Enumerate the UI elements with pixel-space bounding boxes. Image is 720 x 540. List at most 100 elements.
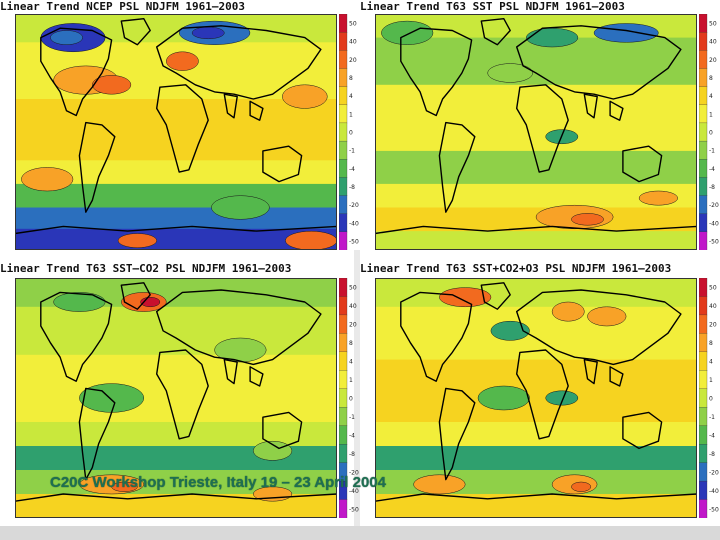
colorbar-tick-label: -40 [709, 488, 719, 495]
field-band [375, 306, 697, 361]
colorbar-tick-label: -40 [349, 488, 359, 495]
coastline [622, 411, 663, 450]
colorbar-swatch [699, 68, 708, 88]
coastline [375, 225, 697, 250]
coastline [15, 493, 337, 518]
coastline [438, 121, 476, 213]
colorbar-swatch [699, 86, 708, 106]
colorbar-tick-label: 40 [349, 303, 357, 310]
colorbar-swatch [699, 104, 708, 124]
colorbar-tick-label: -50 [709, 238, 719, 245]
colorbar-tick-label: 50 [349, 21, 357, 28]
colorbar-swatch [699, 370, 708, 390]
coastline [120, 18, 151, 46]
colorbar-tick-label: -8 [709, 451, 715, 458]
colorbar-swatch [339, 86, 348, 106]
colorbar: 50 40 20 8 4 1 0 -1 -4 -8 -20 -40 -50 [699, 14, 719, 250]
pressure-contour [551, 301, 585, 322]
colorbar-tick-label: 40 [349, 39, 357, 46]
colorbar-swatch [699, 425, 708, 445]
colorbar: 50 40 20 8 4 1 0 -1 -4 -8 -20 -40 -50 [699, 278, 719, 518]
colorbar-swatch [339, 32, 348, 51]
colorbar-swatch [699, 296, 708, 316]
coastline [516, 25, 682, 100]
colorbar-tick-label: 0 [349, 396, 353, 403]
panel-o3: Linear Trend T63 SST+CO2+O3 PSL NDJFM 19… [360, 262, 720, 526]
world-map [375, 278, 697, 518]
coastline [40, 291, 113, 382]
pressure-contour [545, 390, 579, 406]
colorbar-swatch [699, 177, 708, 197]
colorbar-swatch [699, 499, 708, 518]
field-band [375, 150, 697, 185]
world-map [15, 14, 337, 250]
colorbar-swatch [339, 231, 348, 250]
colorbar-swatch [339, 68, 348, 88]
colorbar-tick-label: 4 [709, 93, 713, 100]
colorbar-swatch [699, 213, 708, 233]
colorbar-swatch [339, 122, 348, 142]
pressure-contour [79, 383, 145, 413]
colorbar-swatch [699, 32, 708, 51]
colorbar-swatch [699, 388, 708, 408]
colorbar-swatch [699, 278, 708, 297]
pressure-contour [166, 51, 199, 71]
pressure-contour [477, 385, 530, 411]
map-frame [375, 278, 697, 518]
colorbar-tick-label: -1 [349, 414, 355, 421]
bottom-strip [0, 526, 720, 540]
pressure-contour [214, 337, 267, 363]
colorbar-tick-label: -40 [709, 220, 719, 227]
pressure-contour [439, 287, 492, 308]
coastline [15, 225, 337, 250]
colorbar-swatch [339, 50, 348, 69]
coastline [223, 358, 238, 385]
colorbar-tick-label: 1 [349, 111, 353, 118]
colorbar: 50 40 20 8 4 1 0 -1 -4 -8 -20 -40 -50 [339, 14, 359, 250]
colorbar-tick-label: 1 [349, 377, 353, 384]
panel-ncep: Linear Trend NCEP PSL NDJFM 1961–2003 50… [0, 0, 360, 258]
coastline [480, 18, 511, 46]
colorbar-tick-label: -4 [709, 166, 715, 173]
pressure-contour [571, 481, 592, 492]
field-band [375, 359, 697, 423]
colorbar-tick-label: 4 [349, 359, 353, 366]
field-band [375, 494, 697, 518]
coastline [156, 349, 209, 440]
colorbar-tick-label: -8 [709, 184, 715, 191]
colorbar-tick-label: -20 [709, 202, 719, 209]
coastline [400, 291, 473, 382]
world-map [375, 14, 697, 250]
map-frame [15, 278, 337, 518]
coastline [438, 387, 476, 481]
field-band [375, 231, 697, 250]
map-frame [15, 14, 337, 250]
field-band [375, 37, 697, 86]
field-band [15, 228, 337, 250]
colorbar-swatch [699, 50, 708, 69]
colorbar-swatch [339, 213, 348, 233]
pressure-contour [285, 230, 337, 250]
colorbar-tick-label: 50 [709, 285, 717, 292]
colorbar-swatch [339, 499, 348, 518]
colorbar-tick-label: -20 [349, 469, 359, 476]
pressure-contour [571, 213, 604, 226]
colorbar-swatch [339, 278, 348, 297]
coastline [78, 121, 116, 213]
colorbar-tick-label: 0 [709, 130, 713, 137]
pressure-contour [21, 167, 74, 192]
coastline [622, 145, 663, 183]
coastline [156, 84, 209, 173]
pressure-contour [487, 63, 533, 83]
coastline [249, 100, 264, 121]
pressure-contour [490, 320, 530, 341]
colorbar-swatch [339, 444, 348, 464]
field-band [15, 354, 337, 423]
coastline [156, 289, 322, 366]
colorbar-tick-label: -20 [709, 469, 719, 476]
colorbar-swatch [699, 480, 708, 501]
coastline [78, 387, 116, 481]
colorbar-tick-label: 8 [709, 340, 713, 347]
colorbar-tick-label: 1 [709, 377, 713, 384]
colorbar-tick-label: 50 [349, 285, 357, 292]
